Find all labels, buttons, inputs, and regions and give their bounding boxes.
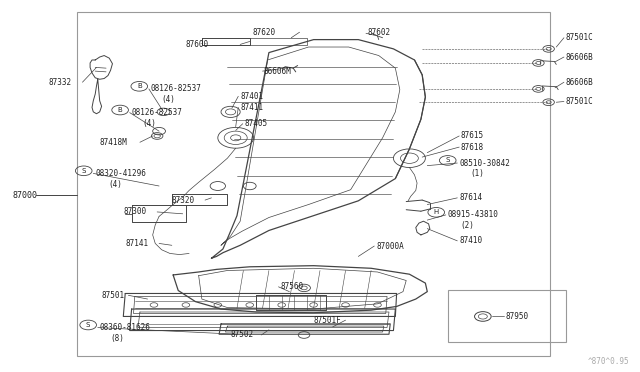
Text: 87501F: 87501F: [314, 316, 341, 325]
Text: 87141: 87141: [125, 239, 148, 248]
Text: 08126-82537: 08126-82537: [132, 108, 182, 117]
Text: B: B: [118, 107, 122, 113]
Text: (2): (2): [461, 221, 474, 230]
Text: S: S: [445, 157, 450, 163]
Text: (8): (8): [111, 334, 124, 343]
Text: 87405: 87405: [244, 119, 268, 128]
Text: 86606B: 86606B: [566, 52, 594, 61]
Text: B: B: [137, 83, 141, 89]
Text: 87501C: 87501C: [566, 97, 594, 106]
Text: ^870^0.95: ^870^0.95: [588, 357, 630, 366]
Text: 87300: 87300: [124, 208, 147, 217]
Text: H: H: [434, 209, 439, 215]
Text: 87615: 87615: [461, 131, 484, 141]
Text: 87618: 87618: [461, 142, 484, 151]
Text: (4): (4): [143, 119, 156, 128]
Text: 87332: 87332: [49, 78, 72, 87]
Text: 08915-43810: 08915-43810: [448, 211, 499, 219]
Text: (1): (1): [470, 169, 484, 178]
Text: 87000A: 87000A: [376, 241, 404, 250]
Text: 08360-81626: 08360-81626: [100, 323, 150, 332]
Text: (4): (4): [108, 180, 122, 189]
Text: 87502: 87502: [230, 330, 253, 340]
Text: 87320: 87320: [172, 196, 195, 205]
Text: 87410: 87410: [460, 236, 483, 246]
Text: 87600: 87600: [186, 40, 209, 49]
Text: 87411: 87411: [240, 103, 263, 112]
Text: 87950: 87950: [505, 312, 529, 321]
Text: 08510-30842: 08510-30842: [460, 158, 510, 167]
Text: 87501C: 87501C: [566, 33, 594, 42]
Bar: [77, 12, 550, 356]
Bar: [448, 290, 566, 341]
Text: 86606M: 86606M: [264, 67, 292, 76]
Text: 87614: 87614: [460, 193, 483, 202]
Text: 86606B: 86606B: [566, 78, 594, 87]
Text: 87560: 87560: [280, 282, 303, 291]
Text: 08126-82537: 08126-82537: [151, 84, 202, 93]
Text: 87401: 87401: [240, 92, 263, 101]
Text: 87418M: 87418M: [100, 138, 127, 147]
Text: 08320-41296: 08320-41296: [95, 169, 146, 178]
Text: 87000: 87000: [12, 191, 37, 200]
Text: 87501: 87501: [102, 291, 125, 300]
Text: 87602: 87602: [368, 28, 391, 37]
Text: S: S: [86, 322, 90, 328]
Text: S: S: [81, 168, 86, 174]
Text: (4): (4): [162, 95, 175, 104]
Text: 87620: 87620: [253, 28, 276, 37]
